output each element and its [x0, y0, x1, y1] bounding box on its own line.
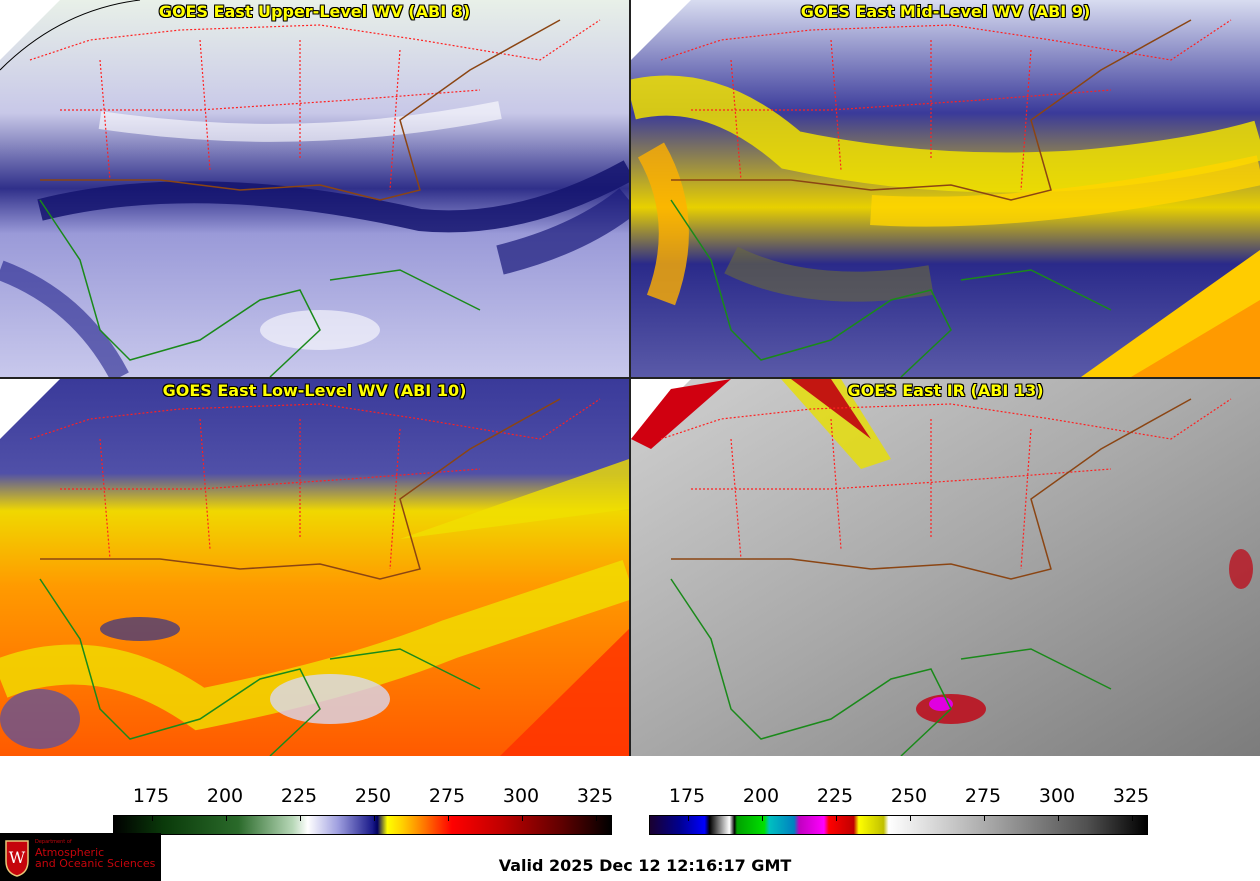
- wv-colorbar: [113, 815, 612, 835]
- panel-divider-horizontal: [0, 377, 1260, 379]
- low-level-wv-panel: GOES East Low-Level WV (ABI 10): [0, 379, 629, 756]
- wv-tick-label: 275: [428, 785, 466, 807]
- logo-dept: Department of: [35, 839, 72, 845]
- ir-tick-label: 300: [1038, 785, 1076, 807]
- mid-level-wv-image: [631, 0, 1260, 377]
- wv-tick-label: 300: [502, 785, 540, 807]
- panel-title: GOES East Upper-Level WV (ABI 8): [158, 2, 471, 21]
- uw-crest-icon: W: [5, 840, 29, 877]
- low-level-wv-image: [0, 379, 629, 756]
- upper-level-wv-panel: GOES East Upper-Level WV (ABI 8): [0, 0, 629, 377]
- wv-tick-label: 225: [280, 785, 318, 807]
- ir-tick-label: 200: [742, 785, 780, 807]
- aos-logo: W Department of Atmospheric and Oceanic …: [0, 833, 161, 881]
- wv-tick-label: 175: [132, 785, 170, 807]
- ir-tick-label: 275: [964, 785, 1002, 807]
- panel-title: GOES East Mid-Level WV (ABI 9): [800, 2, 1091, 21]
- logo-line1: Atmospheric: [35, 846, 105, 859]
- valid-time: Valid 2025 Dec 12 12:16:17 GMT: [498, 856, 792, 875]
- upper-level-wv-image: [0, 0, 629, 377]
- ir-tick-label: 325: [1112, 785, 1150, 807]
- ir-tick-label: 175: [668, 785, 706, 807]
- ir-panel: GOES East IR (ABI 13): [631, 379, 1260, 756]
- mid-level-wv-panel: GOES East Mid-Level WV (ABI 9): [631, 0, 1260, 377]
- logo-name: Atmospheric and Oceanic Sciences: [35, 847, 155, 869]
- panel-title: GOES East Low-Level WV (ABI 10): [162, 381, 467, 400]
- wv-tick-label: 200: [206, 785, 244, 807]
- wv-tick-label: 325: [576, 785, 614, 807]
- panel-title: GOES East IR (ABI 13): [847, 381, 1044, 400]
- ir-colorbar: [649, 815, 1148, 835]
- wv-tick-label: 250: [354, 785, 392, 807]
- logo-line2: and Oceanic Sciences: [35, 857, 156, 870]
- ir-tick-label: 250: [890, 785, 928, 807]
- ir-image: [631, 379, 1260, 756]
- ir-tick-label: 225: [816, 785, 854, 807]
- svg-text:W: W: [9, 848, 26, 867]
